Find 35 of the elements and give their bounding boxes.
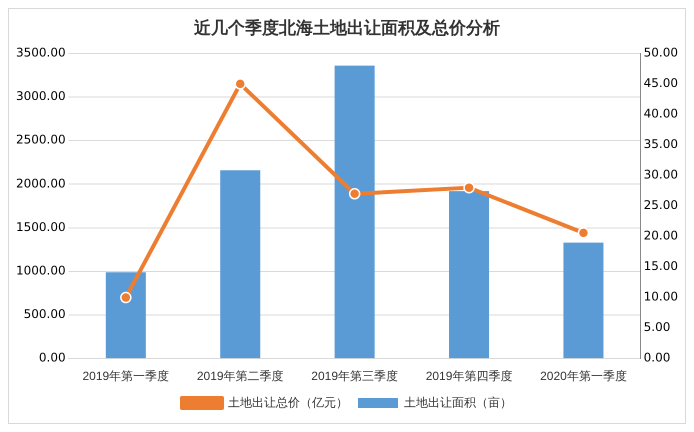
y2-tick-label: 45.00: [644, 76, 678, 90]
y-tick-label: 3000.00: [16, 89, 66, 104]
x-tick-label: 2019年第二季度: [196, 369, 284, 384]
x-tick-label: 2019年第三季度: [311, 369, 398, 384]
y-tick-label: 2500.00: [16, 132, 66, 147]
x-tick-label: 2020年第一季度: [540, 369, 627, 384]
y2-tick-label: 25.00: [644, 198, 678, 212]
bar: [220, 170, 260, 358]
y-tick-label: 500.00: [24, 307, 66, 322]
y2-tick-label: 40.00: [644, 106, 678, 121]
legend-label: 土地出让总价（亿元）: [228, 395, 348, 410]
y2-tick-label: 50.00: [644, 46, 678, 60]
point: [120, 292, 132, 304]
y2-tick-label: 30.00: [644, 168, 678, 182]
chart-title: 近几个季度北海土地出让面积及总价分析: [193, 18, 500, 38]
y-tick-label: 1000.00: [16, 264, 66, 278]
y-tick-label: 2000.00: [16, 176, 66, 190]
y2-tick-label: 10.00: [644, 290, 678, 304]
point: [348, 188, 360, 200]
legend-label: 土地出让面积（亩）: [404, 395, 512, 410]
bar: [106, 272, 146, 358]
bar: [563, 242, 604, 358]
point: [578, 227, 590, 239]
x-tick-label: 2019年第一季度: [82, 369, 170, 384]
y-tick-label: 0.00: [38, 350, 66, 365]
y2-tick-label: 15.00: [644, 259, 678, 274]
x-tick-label: 2019年第四季度: [426, 369, 512, 384]
y2-tick-label: 0.00: [644, 350, 670, 365]
y-tick-label: 1500.00: [16, 220, 66, 234]
y2-tick-label: 35.00: [644, 137, 678, 152]
y2-tick-label: 20.00: [644, 228, 678, 243]
y-tick-label: 3500.00: [16, 46, 66, 60]
bar: [449, 191, 490, 358]
y2-tick-label: 5.00: [644, 320, 670, 334]
bar: [334, 66, 375, 358]
